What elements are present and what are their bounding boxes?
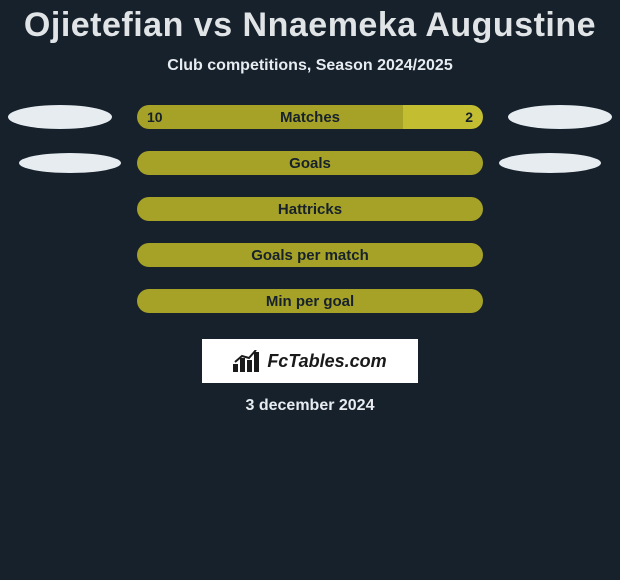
stat-bar: Matches102 — [137, 105, 483, 129]
bar-left-segment — [137, 243, 483, 267]
comparison-infographic: Ojietefian vs Nnaemeka Augustine Club co… — [0, 0, 620, 580]
stat-row: Goals — [0, 151, 620, 175]
bars-icon — [233, 350, 261, 372]
left-bubble — [19, 153, 121, 173]
right-bubble — [508, 105, 612, 129]
stat-row: Goals per match — [0, 243, 620, 267]
right-bubble — [499, 153, 601, 173]
subtitle: Club competitions, Season 2024/2025 — [0, 57, 620, 75]
left-bubble — [8, 105, 112, 129]
logo-box: FcTables.com — [202, 339, 418, 383]
stat-bar: Hattricks — [137, 197, 483, 221]
bar-left-segment — [137, 105, 403, 129]
stat-bar: Goals per match — [137, 243, 483, 267]
bar-left-segment — [137, 197, 483, 221]
bar-right-segment — [403, 105, 483, 129]
stat-row: Min per goal — [0, 289, 620, 313]
stat-bar: Min per goal — [137, 289, 483, 313]
date-label: 3 december 2024 — [0, 397, 620, 415]
stat-rows: Matches102 Goals Hattricks Goals per match M… — [0, 105, 620, 313]
logo-text: FcTables.com — [267, 351, 386, 372]
page-title: Ojietefian vs Nnaemeka Augustine — [0, 6, 620, 45]
stat-bar: Goals — [137, 151, 483, 175]
stat-row: Hattricks — [0, 197, 620, 221]
bar-left-segment — [137, 151, 483, 175]
stat-row: Matches102 — [0, 105, 620, 129]
bar-left-segment — [137, 289, 483, 313]
